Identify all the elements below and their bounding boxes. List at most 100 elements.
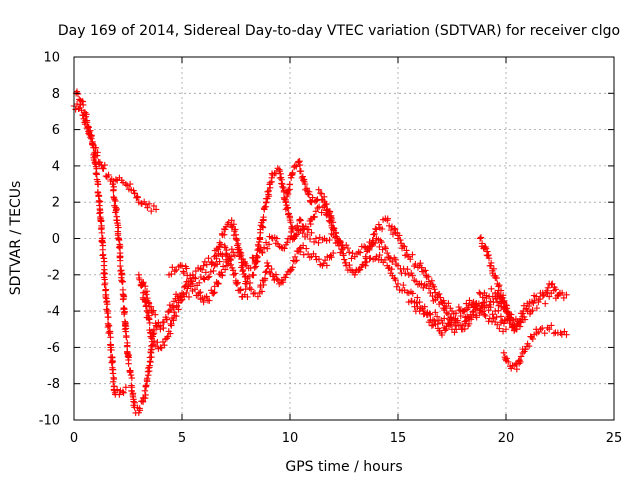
y-tick-label: 0	[52, 232, 60, 247]
data-point	[219, 272, 226, 279]
data-point	[372, 225, 379, 233]
data-point	[83, 111, 90, 118]
data-point	[431, 317, 438, 325]
data-point	[200, 262, 207, 269]
data-point	[181, 283, 188, 291]
data-point	[185, 293, 193, 301]
data-point	[112, 176, 120, 183]
data-point	[200, 298, 207, 306]
data-point	[223, 246, 230, 254]
data-point	[349, 249, 356, 257]
data-point	[296, 248, 304, 256]
data-point	[263, 268, 270, 275]
data-point	[478, 240, 486, 247]
data-point	[473, 314, 480, 321]
data-point	[268, 265, 275, 273]
data-point	[486, 301, 493, 308]
data-point	[414, 294, 421, 301]
data-point	[115, 235, 123, 243]
data-point	[399, 242, 407, 250]
data-point	[152, 311, 159, 318]
data-point	[258, 288, 266, 295]
data-point	[218, 269, 225, 276]
data-point	[242, 286, 249, 293]
data-point	[105, 322, 112, 329]
data-point	[401, 243, 408, 250]
data-point	[476, 235, 484, 242]
data-point	[96, 198, 104, 205]
data-point	[309, 194, 316, 201]
data-point	[150, 337, 158, 345]
data-point	[463, 306, 471, 313]
data-point	[481, 311, 488, 318]
data-point	[493, 274, 500, 282]
data-point	[413, 299, 420, 307]
data-point	[152, 206, 160, 213]
data-point	[487, 259, 495, 267]
data-point	[300, 226, 307, 233]
data-point	[318, 209, 325, 216]
data-point	[315, 239, 322, 246]
data-point	[299, 242, 307, 249]
data-layer	[70, 88, 570, 417]
series-trace-6	[165, 242, 337, 301]
data-point	[543, 287, 551, 294]
data-point	[433, 313, 441, 320]
data-point	[482, 245, 490, 252]
data-point	[323, 200, 330, 208]
data-point	[112, 197, 119, 205]
data-point	[378, 238, 385, 246]
data-point	[228, 217, 235, 224]
data-point	[385, 222, 393, 230]
data-point	[128, 374, 136, 382]
y-tick-label: 10	[43, 51, 60, 66]
data-point	[289, 226, 296, 234]
data-point	[125, 360, 132, 367]
data-point	[493, 313, 500, 321]
data-point	[482, 302, 490, 310]
data-point	[529, 335, 536, 343]
data-point	[555, 291, 562, 299]
data-point	[92, 159, 99, 167]
data-point	[525, 302, 533, 310]
data-point	[391, 225, 398, 232]
data-point	[192, 275, 199, 282]
data-point	[477, 290, 484, 298]
data-point	[376, 251, 383, 259]
data-point	[529, 306, 536, 314]
data-point	[111, 196, 118, 203]
data-point	[217, 241, 225, 248]
data-point	[178, 262, 186, 269]
data-point	[250, 290, 257, 297]
data-point	[282, 274, 289, 281]
data-point	[129, 391, 136, 399]
data-point	[394, 262, 402, 269]
data-point	[124, 342, 131, 349]
data-point	[511, 322, 518, 329]
data-point	[286, 214, 294, 222]
data-point	[260, 244, 268, 251]
data-point	[500, 320, 508, 327]
data-point	[245, 273, 253, 280]
data-point	[175, 306, 182, 313]
data-point	[370, 239, 377, 246]
data-point	[424, 309, 431, 316]
data-point	[184, 285, 191, 292]
data-point	[203, 293, 210, 300]
data-point	[227, 261, 234, 269]
data-point	[150, 202, 158, 210]
data-point	[171, 268, 178, 275]
data-point	[377, 237, 384, 244]
data-point	[259, 223, 266, 230]
data-point	[109, 366, 117, 373]
data-point	[116, 243, 124, 250]
data-point	[300, 251, 307, 258]
data-point	[497, 313, 505, 320]
data-point	[416, 298, 423, 306]
data-point	[102, 291, 109, 299]
data-point	[412, 278, 420, 285]
data-point	[272, 170, 280, 177]
series-trace-11	[405, 297, 510, 339]
y-tick-label: 2	[52, 196, 60, 211]
